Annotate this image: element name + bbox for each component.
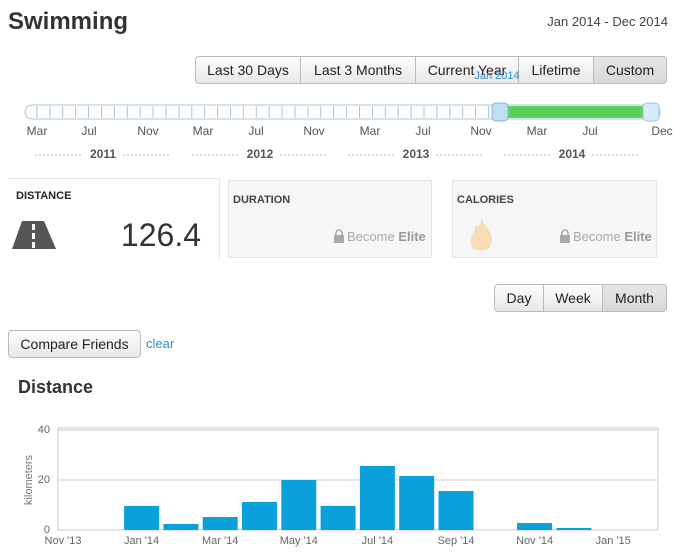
slider-month: Nov [137,124,158,138]
bar [202,517,238,530]
slider-month: Nov [303,124,324,138]
slider-tooltip: Jan 2014 [474,70,519,82]
bar [124,506,160,530]
bar [438,491,474,530]
bar [163,524,199,530]
bar [399,476,435,530]
elite-prompt[interactable]: Become Elite [347,229,426,244]
lock-icon [560,229,570,243]
lock-icon [334,229,344,243]
slider-year: 2011 [90,147,116,161]
y-tick-label: 40 [38,424,50,436]
road-icon [12,221,56,249]
compare-button[interactable]: Compare Friends [8,330,141,358]
y-tick-label: 20 [38,474,50,486]
bar [359,466,395,530]
title: Swimming [8,8,129,35]
tier-text: Elite [398,229,426,244]
slider-month: Mar [193,124,214,138]
slider-month: Mar [27,124,48,138]
stat-label: DISTANCE [16,190,72,202]
x-tick-label: Mar '14 [202,535,238,547]
y-tick-label: 0 [44,524,50,536]
date-slider[interactable]: Jan 2014 Mar Jul Nov Mar Jul Nov Mar Jul Nov Mar J… [0,60,679,170]
chart-title: Distance [18,377,94,397]
x-tick-label: Jan '14 [124,535,159,547]
bar [281,480,317,530]
slider-month: Jul [415,124,430,138]
slider-month: Dec [651,124,672,138]
range-button[interactable]: Last 3 Months [300,56,416,84]
y-axis-label: kilometers [23,454,35,505]
bar [517,523,553,530]
slider-year: 2013 [403,147,430,161]
slider-month: Mar [527,124,548,138]
lock-text: Become [347,229,395,244]
stat-label: DURATION [233,194,291,206]
slider-range [500,106,651,118]
slider-month: Jul [582,124,597,138]
bar [242,502,277,530]
x-tick-label: Jan '15 [596,535,631,547]
x-tick-label: Nov '14 [516,535,553,547]
slider-year: 2012 [247,147,274,161]
slider-month: Jul [81,124,96,138]
stat-distance: DISTANCE 126.4 [8,178,220,260]
x-tick-label: Nov '13 [45,535,82,547]
date-range: Jan 2014 - Dec 2014 [547,14,668,29]
slider-handle [491,102,509,122]
stat-duration: DURATION Become Elite [228,180,432,258]
elite-prompt[interactable]: Become Elite [573,229,652,244]
tier-text: Elite [624,229,652,244]
x-tick-label: Jul '14 [362,535,393,547]
flame-icon [470,217,492,251]
period-button[interactable]: Week [543,284,603,312]
period-button[interactable]: Day [494,284,544,312]
stat-calories: CALORIES Become Elite [452,180,657,258]
slider-handle [642,102,660,122]
bar [556,528,592,530]
stat-value: 126.4 [120,217,201,253]
x-tick-label: May '14 [280,535,318,547]
range-button[interactable]: Lifetime [518,56,594,84]
period-button[interactable]: Month [602,284,667,312]
plot-frame [57,427,659,531]
slider-year: 2014 [559,147,586,161]
lock-text: Become [573,229,621,244]
range-button[interactable]: Last 30 Days [195,56,301,84]
slider-month: Nov [470,124,491,138]
clear-link[interactable]: clear [146,336,175,351]
range-button[interactable]: Current Year [415,56,519,84]
bar [320,506,356,530]
slider-month: Mar [360,124,381,138]
range-button[interactable]: Custom [593,56,667,84]
slider-month: Jul [248,124,263,138]
x-tick-label: Sep '14 [438,535,475,547]
stat-label: CALORIES [457,194,514,206]
